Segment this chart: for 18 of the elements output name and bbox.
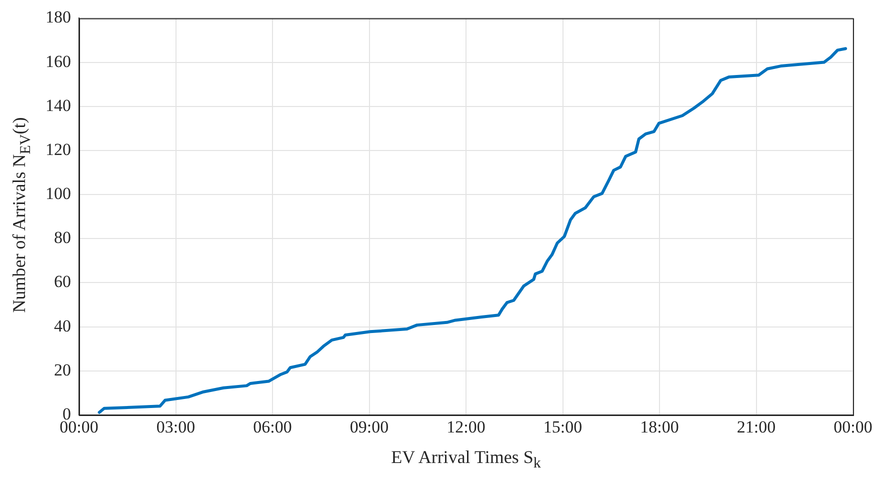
- y-tick-label: 140: [46, 96, 71, 115]
- x-tick-label: 21:00: [736, 418, 776, 437]
- x-tick-label: 12:00: [446, 418, 486, 437]
- x-tick-label: 00:00: [834, 418, 872, 437]
- x-tick-label: 18:00: [640, 418, 679, 437]
- x-axis-title: EV Arrival Times S$_{k}$: [391, 447, 541, 473]
- x-tick-label: 06:00: [253, 418, 292, 437]
- y-tick-label: 120: [46, 140, 71, 159]
- y-tick-label: 40: [54, 316, 71, 336]
- y-tick-label: 180: [46, 8, 71, 27]
- y-tick-label: 100: [46, 184, 71, 204]
- y-tick-label: 60: [54, 272, 71, 292]
- x-tick-label: 03:00: [156, 418, 196, 437]
- y-tick-label: 160: [46, 52, 71, 71]
- y-tick-label: 20: [54, 360, 71, 380]
- x-tick-label: 09:00: [350, 418, 389, 437]
- y-tick-label: 80: [54, 228, 71, 248]
- x-tick-label: 15:00: [543, 418, 582, 437]
